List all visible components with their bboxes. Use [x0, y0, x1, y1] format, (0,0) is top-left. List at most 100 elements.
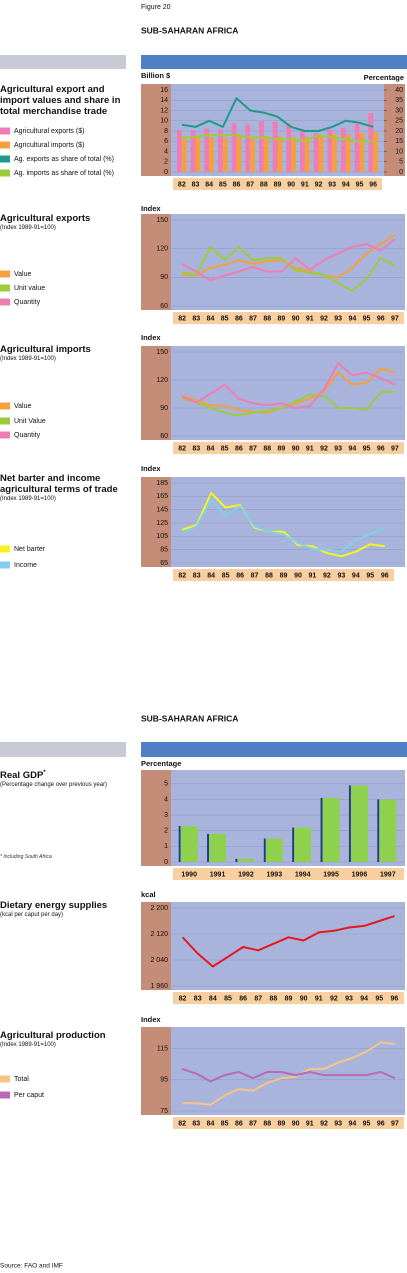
- x-tick-label: 87: [249, 445, 257, 452]
- bar: [222, 138, 228, 172]
- x-tick-label: 93: [328, 181, 336, 188]
- legend-label: Total: [14, 1076, 29, 1083]
- x-tick-label: 90: [292, 445, 300, 452]
- y-tick-label: 95: [160, 1077, 168, 1084]
- x-tick-label: 83: [193, 572, 201, 579]
- bar: [327, 129, 333, 172]
- x-tick-label: 95: [375, 995, 383, 1002]
- plot-panel: [141, 902, 405, 990]
- x-tick-label: 89: [285, 995, 293, 1002]
- chart-subtitle: (Percentage change over previous year): [0, 782, 108, 789]
- y-axis-strip: [141, 346, 171, 440]
- legend-label: Unit value: [14, 285, 45, 292]
- y-axis-label: Index: [141, 204, 161, 213]
- y-tick-label: 1: [164, 843, 168, 850]
- x-tick-label: 95: [363, 315, 371, 322]
- chart-title: Agricultural export and import values an…: [0, 84, 128, 117]
- x-tick-label: 85: [221, 445, 229, 452]
- x-tick-label: 88: [269, 995, 277, 1002]
- x-tick-label: 82: [178, 315, 186, 322]
- x-tick-label: 90: [287, 181, 295, 188]
- title-text: Net barter and income agricultural terms…: [0, 473, 118, 495]
- x-tick-label: 96: [369, 181, 377, 188]
- y-tick-label: 105: [156, 533, 168, 540]
- y2-tick-label: 20: [395, 128, 403, 135]
- x-tick-label: 88: [263, 445, 271, 452]
- x-tick-label: 87: [249, 315, 257, 322]
- title-mark: *: [43, 770, 46, 776]
- x-tick-label: 94: [360, 995, 368, 1002]
- y-tick-label: 165: [156, 493, 168, 500]
- x-tick-label: 82: [178, 1120, 186, 1127]
- footnote: * Including South Africa: [0, 854, 52, 860]
- x-tick-label: 1992: [238, 871, 254, 878]
- x-tick-label: 1993: [267, 871, 283, 878]
- chart-title: Dietary energy supplies (kcal per caput p…: [0, 900, 128, 919]
- bar: [350, 785, 368, 862]
- x-tick-label: 96: [391, 995, 399, 1002]
- bar: [332, 133, 337, 172]
- y-axis-label: Percentage: [141, 759, 181, 768]
- x-tick-label: 89: [280, 572, 288, 579]
- y2-tick-label: 10: [395, 148, 403, 155]
- bar-shadow: [207, 833, 210, 862]
- bar: [318, 136, 324, 172]
- y2-tick-label: 25: [395, 118, 403, 125]
- legend-swatch: [0, 169, 10, 177]
- bar: [204, 128, 210, 172]
- x-tick-label: 89: [278, 445, 286, 452]
- x-tick-label: 84: [207, 572, 215, 579]
- chart-title: Net barter and income agricultural terms…: [0, 473, 128, 503]
- legend-label: Unit Value: [14, 418, 46, 425]
- x-tick-label: 96: [377, 315, 385, 322]
- y-axis-strip: [141, 84, 171, 176]
- x-tick-label: 94: [352, 572, 360, 579]
- y-axis-label: Index: [141, 1015, 161, 1024]
- title-text: Agricultural exports: [0, 213, 91, 224]
- x-tick-label: 92: [330, 995, 338, 1002]
- x-tick-label: 82: [178, 445, 186, 452]
- title-text: Agricultural production: [0, 1030, 106, 1041]
- y-tick-label: 115: [157, 1045, 168, 1052]
- bar: [265, 838, 283, 862]
- line: [181, 498, 386, 553]
- legend-label: Quantity: [14, 432, 41, 439]
- legend-swatch: [0, 431, 10, 439]
- x-tick-label: 82: [178, 181, 186, 188]
- header-bar: [141, 55, 407, 69]
- y2-tick-label: 40: [395, 87, 403, 94]
- y-tick-label: 2: [164, 828, 168, 835]
- y-tick-label: 150: [156, 349, 168, 356]
- y-tick-label: 5: [164, 781, 168, 788]
- title-text: Agricultural imports: [0, 344, 91, 355]
- y-tick-label: 2 200: [150, 905, 168, 912]
- x-tick-label: 89: [278, 1120, 286, 1127]
- x-tick-label: 85: [224, 995, 232, 1002]
- header-bar: [0, 742, 126, 757]
- legend-swatch: [0, 402, 10, 410]
- x-tick-label: 90: [300, 995, 308, 1002]
- y-axis-strip: [141, 214, 171, 310]
- bar: [313, 133, 319, 172]
- bar-shadow: [178, 826, 181, 862]
- y-tick-label: 4: [164, 796, 168, 803]
- legend-label: Value: [14, 403, 31, 410]
- x-tick-label: 91: [306, 1120, 314, 1127]
- x-tick-label: 83: [194, 995, 202, 1002]
- line: [181, 1067, 396, 1083]
- x-tick-label: 92: [320, 445, 328, 452]
- x-tick-label: 93: [345, 995, 353, 1002]
- y2-axis-label: Percentage: [364, 73, 404, 82]
- x-label-band: [173, 1117, 404, 1129]
- y-tick-label: 2: [164, 159, 168, 166]
- legend-swatch: [0, 545, 10, 553]
- legend-swatch: [0, 1091, 10, 1099]
- x-tick-label: 96: [381, 572, 389, 579]
- bar: [231, 123, 237, 172]
- line: [181, 97, 374, 132]
- x-tick-label: 91: [301, 181, 309, 188]
- bar: [277, 136, 283, 172]
- x-label-band: [173, 312, 404, 324]
- y-tick-label: 1 960: [150, 983, 168, 990]
